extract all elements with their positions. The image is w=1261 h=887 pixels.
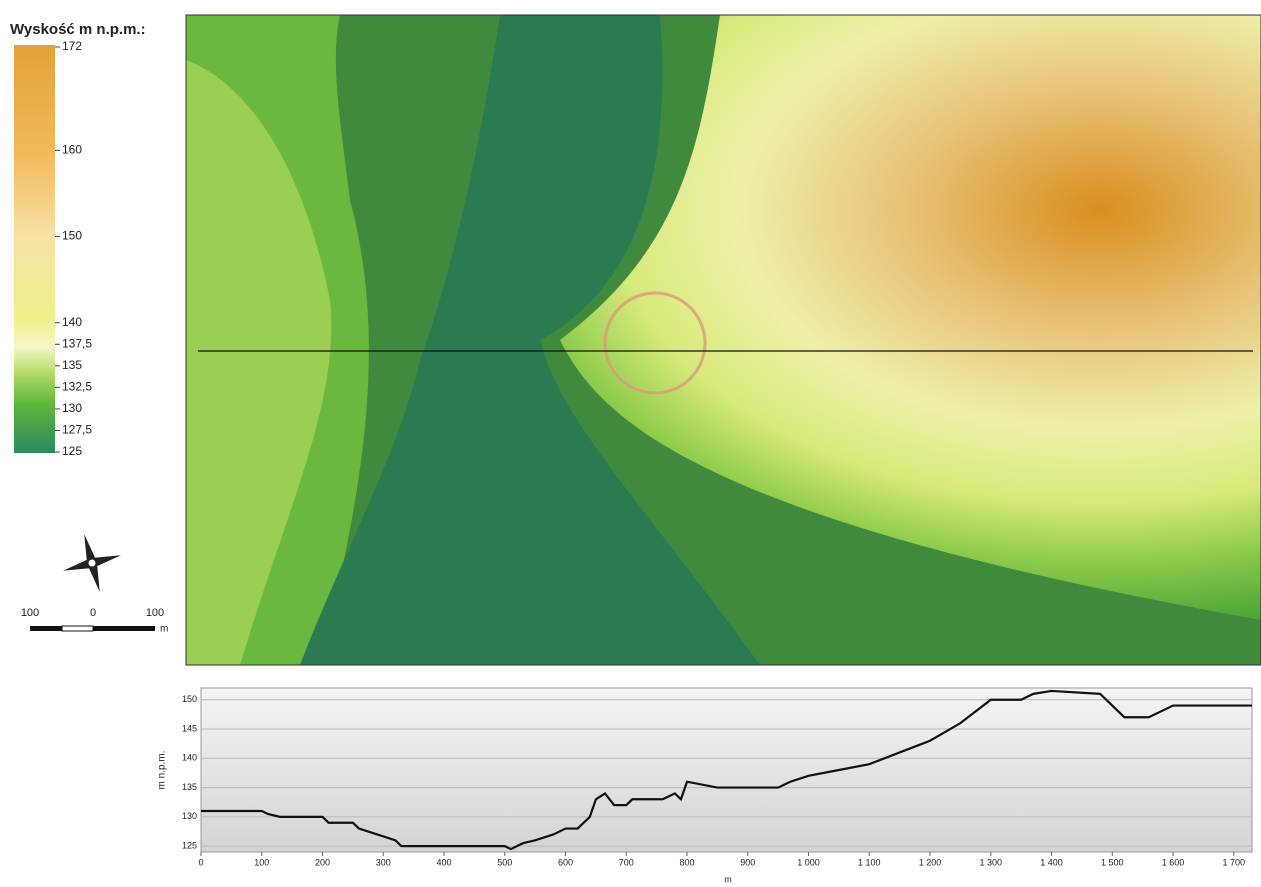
legend-title: Wyskość m n.p.m.:: [10, 21, 146, 38]
profile-chart: 125 130 135 140 145 150 0 100 200 300 400 500 600 700…: [182, 689, 1252, 867]
x-tick-label: 300: [376, 857, 391, 867]
color-bar: [14, 45, 55, 453]
map: [185, 14, 1261, 666]
y-tick-label: 130: [182, 811, 197, 821]
x-tick-label: 1 200: [919, 857, 942, 867]
legend-tick-label: 130: [62, 401, 82, 415]
x-tick-label: 700: [619, 857, 634, 867]
scale-label: 0: [90, 607, 96, 619]
river-valley: [300, 15, 760, 665]
legend-tick-label: 125: [62, 444, 82, 458]
legend-tick-label: 137,5: [62, 336, 92, 350]
scale-bar: 100 0 100 m: [21, 607, 169, 635]
x-tick-label: 0: [198, 857, 203, 867]
x-tick-label: 1 400: [1040, 857, 1063, 867]
y-axis-label: m n.p.m.: [157, 751, 168, 790]
x-tick-label: 800: [679, 857, 694, 867]
x-tick-label: 400: [436, 857, 451, 867]
legend-ticks: 172 160 150 140 137,5 135 132,5 130 127,5 125: [55, 39, 92, 458]
map-frame: [185, 14, 1261, 666]
x-tick-label: 1 000: [797, 857, 820, 867]
y-tick-label: 125: [182, 841, 197, 851]
x-tick-label: 1 700: [1223, 857, 1246, 867]
x-tick-label: 500: [497, 857, 512, 867]
north-arrow: [63, 534, 121, 592]
legend-tick-label: 140: [62, 315, 82, 329]
x-axis-label: m: [724, 874, 732, 884]
scale-unit: m: [160, 624, 168, 635]
y-tick-label: 140: [182, 753, 197, 763]
hillfort: [603, 291, 707, 395]
legend-tick-label: 172: [62, 39, 82, 53]
x-tick-label: 1 100: [858, 857, 881, 867]
x-tick-label: 1 300: [980, 857, 1003, 867]
scale-label: 100: [21, 607, 39, 619]
y-tick-label: 135: [182, 782, 197, 792]
y-tick-label: 145: [182, 723, 197, 733]
x-tick-label: 1 600: [1162, 857, 1185, 867]
x-tick-label: 900: [740, 857, 755, 867]
legend-tick-label: 132,5: [62, 380, 92, 394]
x-tick-label: 100: [254, 857, 269, 867]
legend-tick-label: 135: [62, 358, 82, 372]
y-tick-label: 150: [182, 694, 197, 704]
scale-label: 100: [146, 607, 164, 619]
profile-plot: [200, 687, 1253, 853]
profile-line: [201, 689, 1252, 851]
terrain-west-high: [186, 60, 332, 665]
x-tick-label: 600: [558, 857, 573, 867]
legend-tick-label: 150: [62, 229, 82, 243]
legend-tick-label: 127,5: [62, 423, 92, 437]
x-tick-label: 1 500: [1101, 857, 1124, 867]
x-tick-label: 200: [315, 857, 330, 867]
legend-tick-label: 160: [62, 143, 82, 157]
